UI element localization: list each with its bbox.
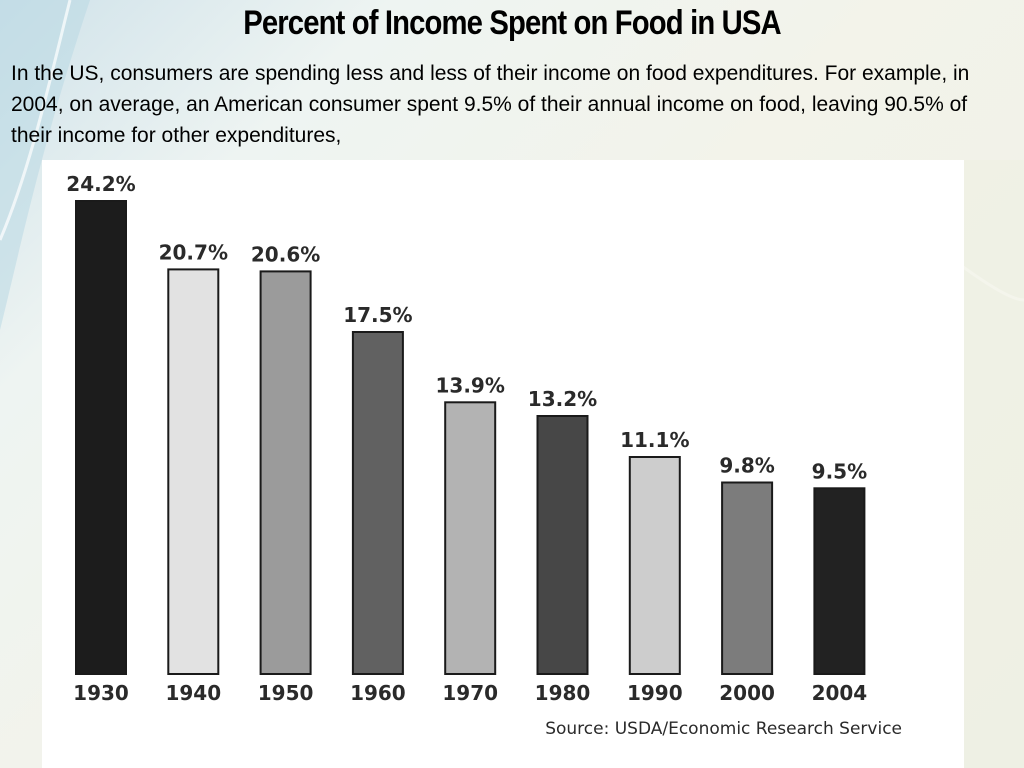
value-label-1970: 13.9% [436,373,505,397]
value-label-1980: 13.2% [528,387,597,411]
value-label-1960: 17.5% [343,303,412,327]
category-label-1950: 1950 [258,681,314,705]
value-label-2004: 9.5% [812,459,867,483]
chart-panel: 24.2% 1930 20.7% 1940 20.6% 1950 17.5% 1960 13.9… [42,160,964,768]
bar-2000 [721,481,774,675]
value-label-1950: 20.6% [251,242,320,266]
category-label-1960: 1960 [350,681,406,705]
bar-1990 [628,456,681,675]
bar-1970 [444,401,497,676]
value-label-2000: 9.8% [719,454,774,478]
bar-1950 [259,270,312,676]
bar-chart: 24.2% 1930 20.7% 1940 20.6% 1950 17.5% 1960 13.9… [66,172,902,739]
bar-1980 [536,415,589,675]
category-label-1990: 1990 [627,681,683,705]
bar-1930 [75,200,127,675]
category-label-2000: 2000 [719,681,775,705]
bar-2004 [813,487,866,675]
bar-1940 [167,268,220,676]
value-label-1930: 24.2% [66,172,135,196]
slide-body-text: In the US, consumers are spending less a… [11,62,970,147]
category-label-1940: 1940 [165,681,221,705]
chart-source: Source: USDA/Economic Research Service [545,719,902,739]
value-label-1990: 11.1% [620,428,689,452]
category-label-1970: 1970 [442,681,498,705]
category-label-1980: 1980 [535,681,591,705]
category-label-2004: 2004 [812,681,868,705]
category-label-1930: 1930 [73,681,129,705]
value-label-1940: 20.7% [159,240,228,264]
slide-title: Percent of Income Spent on Food in USA [243,4,781,42]
bar-1960 [351,331,404,675]
